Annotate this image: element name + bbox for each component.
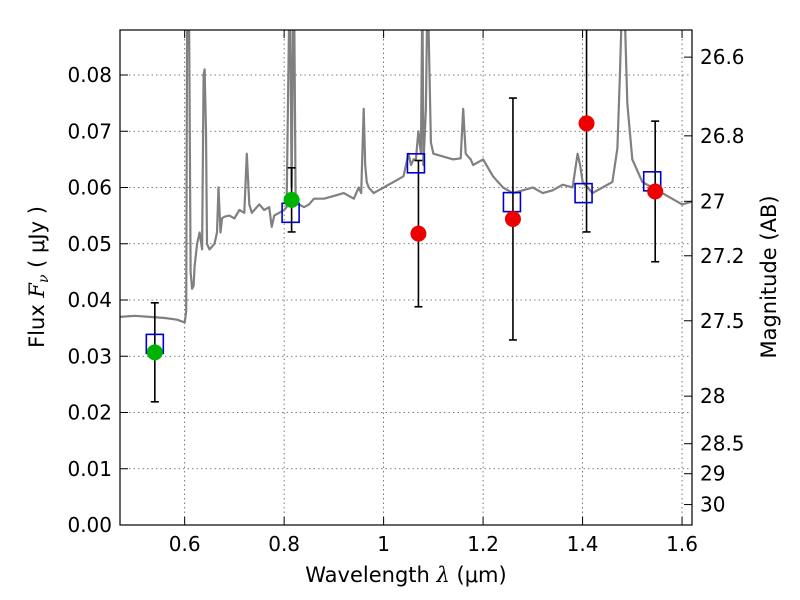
y2-tick-label: 30	[700, 493, 725, 517]
model-box	[574, 182, 593, 204]
y2-tick-label: 27.5	[700, 309, 745, 333]
y2-tick-label: 27	[700, 189, 725, 213]
red-point	[410, 225, 427, 242]
y-tick-label: 0.04	[67, 288, 112, 312]
spectrum-line	[120, 30, 692, 324]
y2-tick-label: 28	[700, 384, 725, 408]
x-tick-label: 0.8	[268, 532, 300, 556]
x-tick-label: 1.4	[567, 532, 599, 556]
plot-frame	[119, 29, 693, 526]
y-tick-label: 0.02	[67, 401, 112, 425]
red-point	[647, 183, 664, 200]
y2-axis-title: Magnitude (AB)	[757, 195, 781, 358]
x-tick-label: 1	[377, 532, 390, 556]
x-tick-label: 0.6	[169, 532, 201, 556]
spectrum-layer	[120, 30, 692, 324]
x-axis-title: Wavelength λ (μm)	[305, 563, 506, 587]
y2-tick-label: 29	[700, 462, 725, 486]
y-axis-title: Flux Fν ( μJy )	[25, 206, 52, 348]
point-layer	[146, 115, 664, 361]
model-box	[406, 153, 426, 174]
y2-tick-label: 26.6	[700, 45, 745, 69]
red-point	[504, 211, 521, 227]
x-tick-label: 1.6	[666, 532, 698, 556]
model-box	[502, 191, 522, 213]
green-point	[146, 344, 163, 361]
x-tick-label: 1.2	[467, 532, 499, 556]
y2-tick-label: 26.8	[700, 124, 745, 148]
y-tick-label: 0.03	[67, 344, 112, 368]
y-tick-label: 0.00	[67, 513, 112, 537]
ticks: 0.6 0.8 1 1.2 1.4 1.6 0.00 0.01 0.02 0.03 0.04 0.05…	[67, 30, 745, 556]
y-tick-label: 0.05	[67, 232, 112, 256]
y-tick-label: 0.06	[67, 176, 112, 200]
y2-tick-label: 27.2	[700, 244, 745, 268]
y-tick-label: 0.01	[67, 457, 112, 481]
model-box-layer	[145, 153, 662, 355]
y2-tick-label: 28.5	[700, 432, 745, 456]
y-tick-label: 0.07	[67, 119, 112, 143]
red-point	[578, 115, 595, 132]
green-point	[283, 191, 300, 208]
y-tick-label: 0.08	[67, 63, 112, 87]
